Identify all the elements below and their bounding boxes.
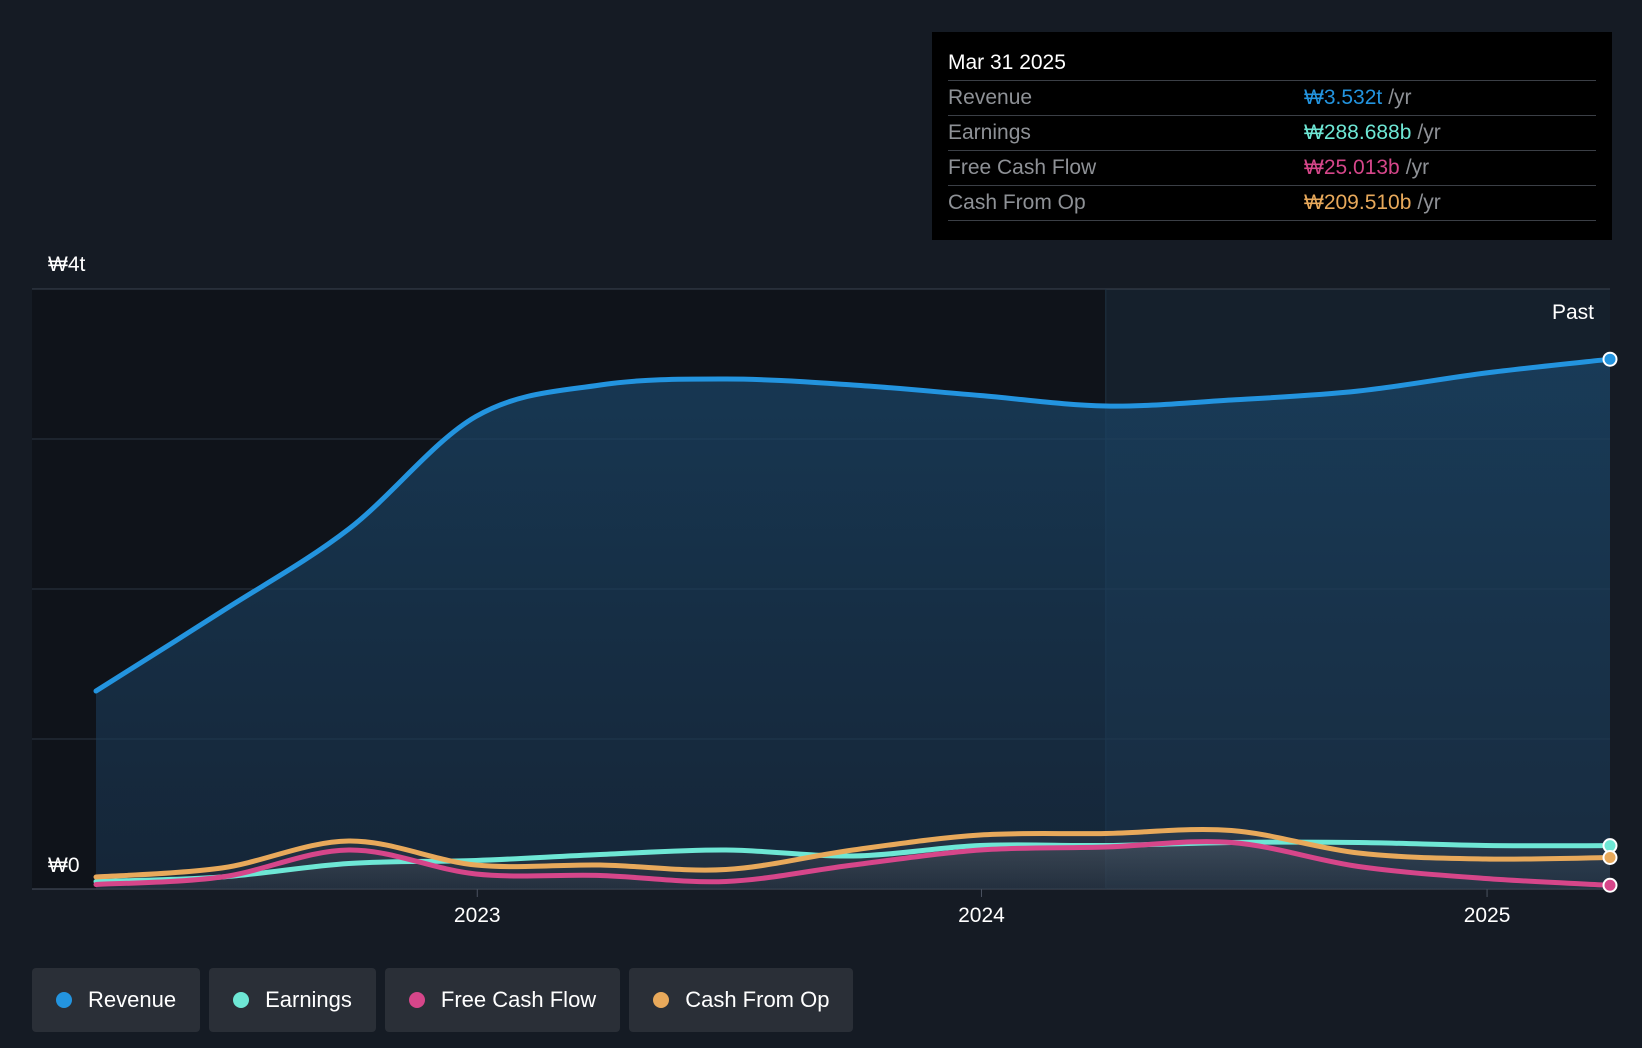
revenue-line [93,356,1613,694]
x-tick-label: 2024 [958,904,1005,927]
legend-dot-icon [56,992,72,1008]
legend-label: Earnings [265,987,352,1012]
tooltip-value-wrap: ₩25.013b/yr [1304,151,1429,185]
tooltip-row-revenue: Revenue ₩3.532t/yr [948,81,1596,116]
end-markers [1602,351,1618,893]
legend-item-revenue[interactable]: Revenue [32,968,201,1032]
cash-from-op-end-marker[interactable] [1602,850,1618,865]
tooltip-row-cash-from-op: Cash From Op ₩209.510b/yr [948,186,1596,221]
tooltip-label: Free Cash Flow [948,156,1097,179]
y-axis-bottom-label: ₩0 [48,854,80,877]
legend-dot-icon [653,992,670,1008]
x-tick-label: 2023 [454,904,501,927]
tooltip-value: ₩209.510b [1304,191,1412,214]
legend: Revenue Earnings Free Cash Flow Cash Fro… [32,968,854,1032]
tooltip-value-wrap: ₩3.532t/yr [1304,81,1412,115]
tooltip-unit: /yr [1405,156,1430,179]
tooltip-row-free-cash-flow: Free Cash Flow ₩25.013b/yr [948,151,1596,186]
earnings-line [93,839,1613,884]
legend-item-earnings[interactable]: Earnings [209,968,376,1032]
tooltip-value-wrap: ₩209.510b/yr [1304,186,1441,220]
tooltip-unit: /yr [1417,121,1441,144]
free-cash-flow-end-marker[interactable] [1602,877,1618,893]
legend-label: Cash From Op [685,987,830,1012]
tooltip-value: ₩3.532t [1304,86,1383,109]
legend-label: Revenue [88,987,177,1012]
tooltip-unit: /yr [1388,86,1412,109]
tooltip-label: Earnings [948,121,1031,144]
revenue-end-marker[interactable] [1602,351,1618,367]
free-cash-flow-line [93,839,1613,888]
legend-dot-icon [408,992,425,1008]
tooltip-row-earnings: Earnings ₩288.688b/yr [948,116,1596,151]
tooltip-panel: Mar 31 2025 Revenue ₩3.532t/yr Earnings … [932,32,1612,240]
cash-from-op-line [93,826,1613,880]
tooltip-value: ₩288.688b [1304,121,1412,144]
past-label: Past [1551,301,1594,324]
tooltip-unit: /yr [1417,191,1441,214]
tooltip-value: ₩25.013b [1304,156,1400,179]
revenue-area [96,359,1610,889]
tooltip-value-wrap: ₩288.688b/yr [1304,116,1441,150]
tooltip-label: Revenue [948,86,1033,109]
legend-item-free-cash-flow[interactable]: Free Cash Flow [384,968,621,1032]
y-axis-top-label: ₩4t [48,253,86,276]
tooltip-label: Cash From Op [948,191,1086,214]
legend-label: Free Cash Flow [440,987,597,1012]
series-lines [93,356,1613,888]
x-tick-label: 2025 [1464,904,1511,927]
tooltip-date: Mar 31 2025 [948,46,1596,81]
legend-item-cash-from-op[interactable]: Cash From Op [629,968,854,1032]
legend-dot-icon [233,992,250,1008]
x-axis-ticks: 2023 2024 2025 [454,889,1511,927]
